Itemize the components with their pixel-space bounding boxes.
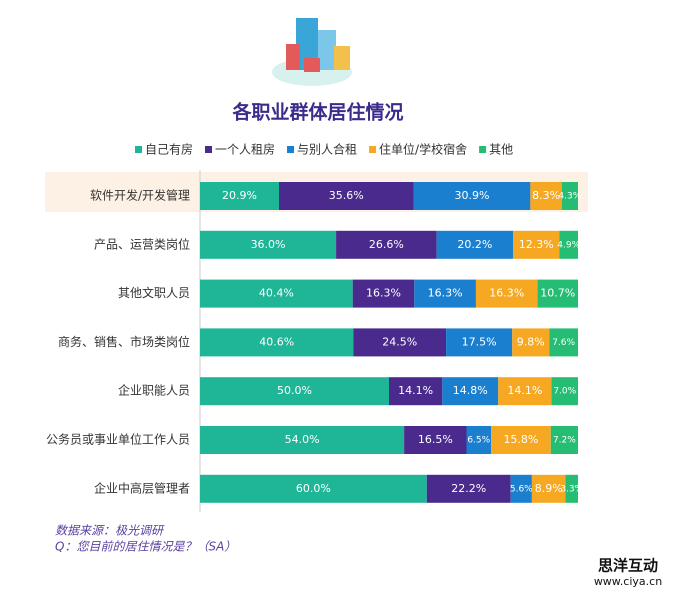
value-label: 40.4%: [259, 287, 294, 300]
y-tick-label: 软件开发/开发管理: [90, 188, 190, 203]
value-label: 40.6%: [259, 335, 294, 348]
value-label: 60.0%: [296, 482, 331, 495]
bar-segment: [475, 279, 538, 308]
bar-segment: [200, 377, 389, 406]
value-label: 8.9%: [535, 482, 563, 495]
y-tick-label: 公务员或事业单位工作人员: [46, 432, 190, 447]
value-label: 14.1%: [398, 384, 433, 397]
header-icon: [272, 18, 352, 86]
value-label: 7.2%: [553, 436, 576, 446]
bar-segment: [512, 328, 550, 357]
value-label: 16.3%: [366, 287, 401, 300]
value-label: 24.5%: [382, 335, 417, 348]
legend-swatch: [369, 146, 377, 153]
bar-segment: [436, 230, 513, 259]
value-label: 16.3%: [428, 287, 463, 300]
bar-segment: [200, 474, 427, 503]
bar-segment: [200, 279, 353, 308]
bar-segment: [551, 377, 578, 406]
value-label: 15.8%: [503, 433, 538, 446]
y-tick-label: 商务、销售、市场类岗位: [58, 334, 190, 349]
bar-segment: [389, 377, 443, 406]
value-label: 7.0%: [553, 387, 576, 397]
legend-label: 与别人合租: [297, 142, 357, 157]
bar-segment: [352, 279, 415, 308]
bar-segment: [561, 182, 578, 210]
bar-segment: [414, 279, 476, 308]
bar-segment: [559, 230, 578, 259]
value-label: 6.5%: [467, 436, 490, 446]
bar-segment: [466, 426, 492, 454]
value-label: 20.2%: [457, 238, 492, 251]
value-label: 10.7%: [540, 287, 575, 300]
bar-segment: [491, 426, 551, 454]
source-note: 数据来源：极光调研: [55, 524, 165, 538]
value-label: 14.1%: [507, 384, 542, 397]
value-label: 16.5%: [418, 433, 453, 446]
question-note: Q：您目前的居住情况是？（SA）: [55, 540, 236, 554]
value-label: 26.6%: [369, 238, 404, 251]
bar-segment: [200, 328, 354, 357]
legend-label: 其他: [489, 143, 513, 157]
bar-segment: [550, 426, 578, 454]
bar-segment: [446, 328, 513, 357]
value-label: 9.8%: [517, 335, 545, 348]
y-tick-label: 其他文职人员: [118, 285, 190, 300]
bar-segment: [404, 426, 467, 454]
bar-segment: [565, 474, 578, 503]
bar-segment: [530, 182, 562, 210]
value-label: 12.3%: [519, 238, 554, 251]
value-label: 4.3%: [558, 192, 581, 202]
bar-segment: [279, 182, 414, 210]
bar-segment: [353, 328, 447, 357]
bar-segment: [510, 474, 532, 503]
y-tick-label: 企业中高层管理者: [94, 480, 190, 495]
bar-segment: [336, 230, 437, 259]
value-label: 17.5%: [462, 335, 497, 348]
legend-label: 住单位/学校宿舍: [379, 142, 467, 157]
bar-segment: [512, 230, 560, 259]
value-label: 7.6%: [552, 338, 575, 348]
value-label: 4.9%: [557, 240, 580, 250]
brand: 思洋互动: [598, 557, 658, 575]
y-tick-label: 产品、运营类岗位: [94, 236, 190, 251]
value-label: 35.6%: [329, 189, 364, 202]
value-label: 36.0%: [251, 238, 286, 251]
bar-segment: [531, 474, 566, 503]
chart-title: 各职业群体居住情况: [231, 101, 403, 124]
y-tick-label: 企业职能人员: [118, 383, 190, 398]
value-label: 20.9%: [222, 189, 257, 202]
value-label: 50.0%: [277, 384, 312, 397]
legend-swatch: [205, 146, 213, 153]
value-label: 22.2%: [451, 482, 486, 495]
bar-segment: [200, 182, 280, 210]
plot: 软件开发/开发管理 20.9% 35.6% 30.9% 8.3%4.3% 产品、运营类岗位…: [46, 182, 584, 503]
value-label: 54.0%: [285, 433, 320, 446]
legend: 自己有房 一个人租房 与别人合租 住单位/学校宿舍 其他: [135, 142, 513, 157]
value-label: 3.3%: [560, 484, 583, 494]
value-label: 8.3%: [532, 189, 560, 202]
bar-segment: [200, 230, 337, 259]
value-label: 30.9%: [454, 189, 489, 202]
legend-label: 一个人租房: [215, 142, 275, 157]
bar-segment: [426, 474, 511, 503]
bar-segment: [537, 279, 578, 308]
bar-segment: [498, 377, 552, 406]
brand-url: www.ciya.cn: [594, 575, 662, 588]
legend-swatch: [287, 146, 295, 153]
legend-label: 自己有房: [145, 142, 193, 157]
value-label: 14.8%: [453, 384, 488, 397]
bar-segment: [442, 377, 499, 406]
value-label: 16.3%: [489, 287, 524, 300]
bar-segment: [413, 182, 531, 210]
legend-swatch: [135, 146, 142, 153]
legend-swatch: [479, 146, 487, 153]
bar-segment: [200, 426, 405, 454]
bar-segment: [549, 328, 578, 357]
value-label: 5.6%: [510, 484, 533, 494]
